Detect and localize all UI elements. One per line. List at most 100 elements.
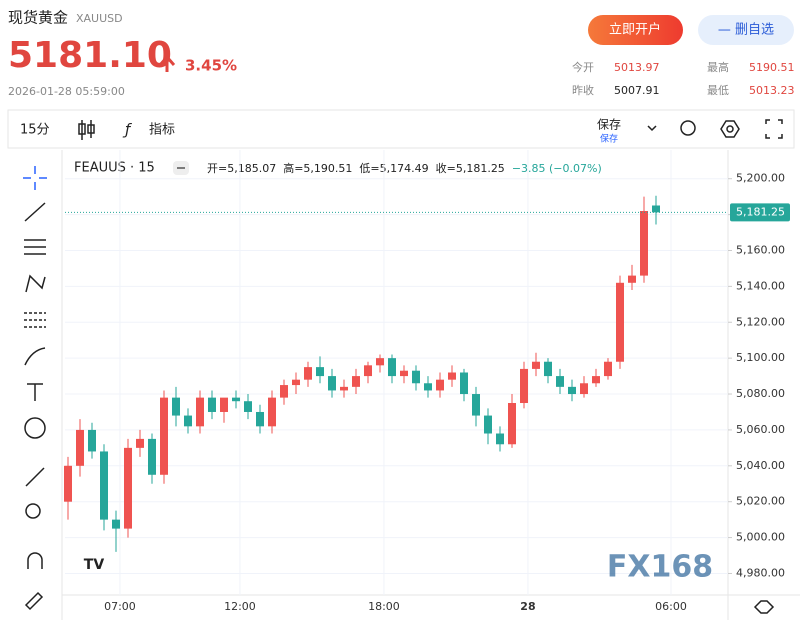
fx-icon[interactable]: ƒ [122, 121, 132, 139]
y-tick-label: 5,100.00 [736, 351, 785, 364]
last-price-box [730, 203, 790, 222]
candle-body [172, 397, 180, 416]
fullscreen-icon[interactable] [765, 119, 783, 139]
candle-body [484, 415, 492, 434]
ohlc-legend: −3.85 (−0.07%) [512, 162, 602, 175]
candle-body [508, 403, 516, 445]
candle-body [400, 370, 408, 377]
x-tick-label: 07:00 [104, 600, 136, 613]
candle-body [352, 376, 360, 387]
candle-body [196, 397, 204, 427]
candle-body [448, 372, 456, 380]
candle-body [76, 429, 84, 466]
candle-body [616, 282, 624, 362]
axis-settings[interactable] [753, 600, 775, 614]
candle-body [208, 397, 216, 412]
remove-watch-button[interactable] [698, 15, 794, 45]
fib-tool[interactable] [24, 239, 46, 255]
x-tick-label: 28 [520, 600, 535, 613]
line-tool[interactable] [24, 202, 46, 222]
title: 现货黄金 [8, 9, 68, 27]
cross-tool[interactable] [23, 166, 47, 190]
tv-logo: TV [84, 557, 105, 573]
emoji-tool[interactable] [24, 417, 46, 439]
last-price-label: 5,181.25 [736, 205, 785, 218]
candle-body [220, 397, 228, 412]
y-tick-label: 5,080.00 [736, 387, 785, 400]
stat-label: 最低 [707, 84, 729, 97]
toolbar [7, 109, 795, 149]
x-tick-label: 12:00 [224, 600, 256, 613]
candle-body [124, 447, 132, 529]
pattern-tool[interactable] [25, 274, 46, 293]
lock-tool[interactable] [24, 591, 44, 611]
y-tick-label: 5,060.00 [736, 423, 785, 436]
stat-value: 5013.23 [749, 84, 795, 97]
open-account-label[interactable]: 立即开户 [609, 22, 661, 38]
candle-body [520, 368, 528, 404]
save[interactable]: 保存 [597, 118, 621, 132]
y-tick-label: 5,200.00 [736, 172, 785, 185]
candle-body [232, 397, 240, 402]
ruler-tool[interactable] [25, 467, 45, 487]
candle-body [604, 361, 612, 377]
price: 5181.10 [8, 35, 172, 76]
open-account-button[interactable] [588, 15, 683, 45]
candle-body [160, 397, 168, 475]
y-tick-label: 5,120.00 [736, 315, 785, 328]
dropdown[interactable] [647, 125, 657, 132]
candle-body [328, 376, 336, 391]
candle-body [412, 370, 420, 384]
candle-body [652, 205, 660, 213]
candle-body [184, 415, 192, 427]
y-tick-label: 5,020.00 [736, 495, 785, 508]
candle-body [268, 397, 276, 427]
y-tick-label: 5,140.00 [736, 279, 785, 292]
candle-body [364, 365, 372, 377]
prediction-tool[interactable] [24, 312, 46, 328]
save-sub[interactable]: 保存 [600, 133, 618, 145]
y-tick-label: 5,160.00 [736, 243, 785, 256]
watermark: FX168 [607, 550, 713, 585]
candle-body [376, 358, 384, 366]
snapshot-icon[interactable] [680, 120, 696, 136]
candle-body [244, 401, 252, 412]
candle-icon[interactable] [78, 120, 95, 140]
ohlc-legend: 开=5,185.07 [207, 162, 276, 175]
candle-body [556, 376, 564, 387]
ohlc-legend: 收=5,181.25 [436, 161, 505, 175]
candle-body [136, 438, 144, 448]
candle-body [100, 451, 108, 520]
interval[interactable]: 15分 [20, 123, 50, 138]
text-tool[interactable] [27, 383, 43, 401]
zoom-tool[interactable] [25, 503, 41, 519]
ohlc-legend: 高=5,190.51 [283, 161, 352, 175]
remove-watch-label[interactable]: — 删自选 [718, 23, 774, 38]
candle-body [316, 367, 324, 377]
candle-body [280, 385, 288, 398]
stat-value: 5013.97 [614, 61, 660, 74]
brush-tool[interactable] [24, 347, 46, 366]
stat-value: 5007.91 [614, 84, 660, 97]
candle-body [532, 361, 540, 369]
series-name: FEAUUS · 15 [74, 161, 155, 176]
candle-body [544, 361, 552, 377]
candle-body [472, 394, 480, 416]
y-tick-label: 4,980.00 [736, 566, 785, 579]
candle-body [292, 379, 300, 386]
x-tick-label: 18:00 [368, 600, 400, 613]
candle-body [148, 438, 156, 475]
settings-icon[interactable] [720, 120, 740, 138]
candle-body [112, 519, 120, 529]
indicators[interactable]: 指标 [149, 123, 175, 138]
change: 3.45% [185, 57, 237, 75]
candle-body [304, 367, 312, 380]
candle-body [568, 386, 576, 395]
datetime: 2026-01-28 05:59:00 [8, 85, 125, 98]
magnet-tool[interactable] [27, 552, 43, 569]
candle-body [580, 383, 588, 395]
candle-body [424, 383, 432, 391]
candle-body [340, 386, 348, 391]
up-arrow [158, 54, 176, 72]
candle-body [256, 411, 264, 427]
